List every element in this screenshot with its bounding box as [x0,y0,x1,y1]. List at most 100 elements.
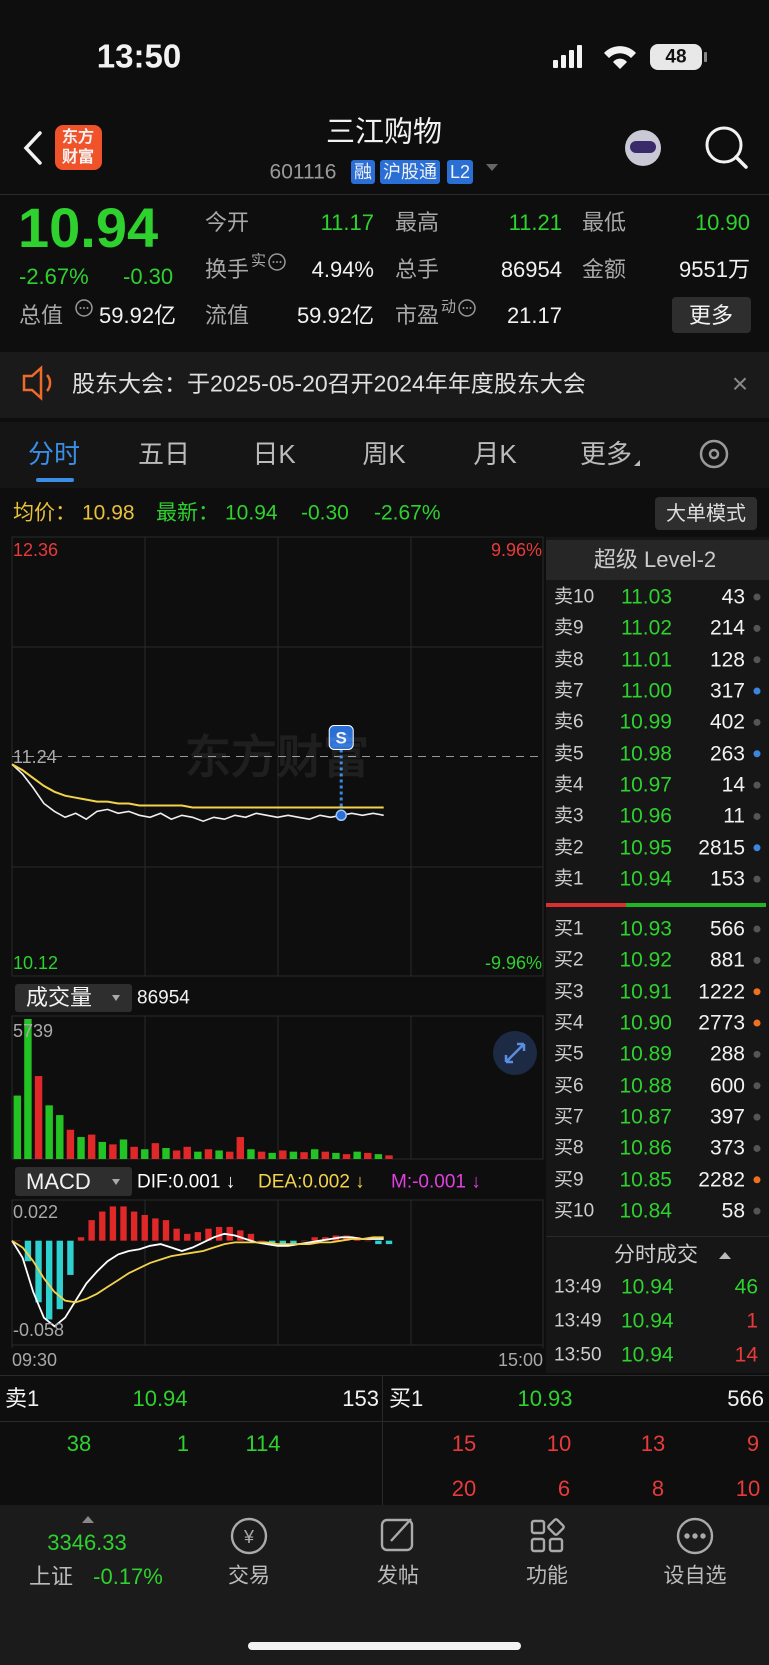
tab[interactable]: 月K [473,439,517,469]
book-price: 10.84 [619,1199,672,1223]
nav-item[interactable]: 功能 [526,1564,568,1588]
battery [650,44,702,70]
watchlist-icon[interactable] [676,1517,714,1555]
index-value[interactable]: 3346.33 [47,1530,127,1555]
big-order-label[interactable]: 大单模式 [666,503,746,525]
tab[interactable]: 更多 [579,439,633,469]
volume-bar [332,1152,340,1159]
dropdown-arrow[interactable] [486,164,498,171]
battery-tip [704,52,707,62]
big-order-button[interactable] [655,497,757,530]
volume-bar [183,1146,191,1159]
index-name[interactable]: 上证 [28,1564,74,1589]
trade-icon[interactable] [230,1517,268,1555]
legend-entry: DIF:0.001 ↓ [137,1171,236,1193]
stock-tag: L2 [447,160,474,184]
logo-text: 财富 [61,149,95,166]
back-button[interactable] [23,131,42,165]
book-label: 买1 [554,918,584,940]
macd-bar [279,1240,286,1245]
y-tick-label: 10.12 [13,953,59,973]
book-price: 11.03 [621,585,672,609]
macd-bar [184,1233,191,1241]
macd-bar [247,1233,255,1241]
macd-bar [109,1206,117,1241]
book-label: 卖10 [554,586,595,608]
volume-bar [342,1154,351,1159]
notice-close[interactable]: × [731,368,749,399]
func-icon[interactable] [530,1519,546,1535]
book-price: 10.96 [619,804,672,828]
nav-item[interactable]: 发帖 [377,1564,419,1588]
battery-level: 48 [665,46,687,68]
book-label: 买5 [554,1043,584,1065]
book-volume: 214 [709,616,745,640]
macd-bar [364,1240,371,1242]
stat-value: 86954 [500,257,562,282]
macd-dropdown[interactable] [15,1167,132,1196]
tab[interactable]: 周K [362,439,406,469]
book-volume: 263 [709,742,745,766]
book-label: 卖6 [554,711,584,733]
book-label: 买6 [554,1075,584,1097]
price-line [11,763,384,823]
order-book-panel [546,537,769,1373]
dropdown-arrow [112,995,120,1001]
tick-volume: 10 [735,1476,761,1501]
index-change[interactable]: -0.17% [93,1564,163,1589]
stat-label: 换手 [205,257,250,282]
volume-dropdown[interactable] [15,984,132,1012]
macd-label[interactable]: MACD [26,1169,91,1194]
book-dot [753,1113,761,1121]
book-price: 10.94 [619,867,672,891]
nav-item[interactable]: 设自选 [663,1564,727,1588]
book-volume: 14 [721,773,745,797]
trades-toggle[interactable] [719,1252,731,1259]
volume-bar [13,1095,22,1159]
stat-value: 11.21 [508,210,562,235]
book-volume: 11 [723,804,745,828]
volume-label[interactable]: 成交量 [26,985,93,1010]
clock: 13:50 [96,37,182,75]
macd-bar [311,1237,318,1241]
notice-text: 股东大会：于2025-05-20召开2024年年度股东大会 [72,370,586,397]
home-indicator [248,1642,521,1650]
book-price: 10.95 [619,836,672,860]
macd-bar [14,1240,21,1242]
stat-label-sup: 实 [251,252,267,270]
divider [382,1375,383,1505]
tab[interactable]: 日K [252,439,296,469]
book-price: 11.00 [621,679,672,703]
nav-item[interactable]: 交易 [228,1564,270,1588]
book-dot [753,750,761,758]
volume-bar [374,1154,383,1159]
search-button[interactable] [705,126,743,164]
more-button-label[interactable]: 更多 [688,303,734,328]
macd-bar [130,1211,138,1241]
book-dot [753,624,761,632]
post-icon[interactable] [380,1518,414,1552]
volume-bar [172,1150,181,1159]
volume-bar [289,1151,298,1159]
y-tick-label: 5739 [13,1021,54,1041]
tick-volume: 9 [746,1431,760,1456]
latest-change: -0.30 [301,501,349,525]
expand-icon [504,1042,526,1064]
trades-title: 分时成交 [614,1243,698,1267]
stock-name: 三江购物 [325,116,443,149]
volume-bar [247,1149,255,1159]
trade-price: 10.94 [621,1309,674,1333]
more-button[interactable] [672,297,751,333]
macd-line [11,1236,384,1304]
tab[interactable]: 五日 [137,439,191,469]
macd-bar [56,1240,63,1310]
book-volume: 43 [721,585,745,609]
settings-button[interactable] [699,439,729,469]
stock-code: 601116 [269,160,337,184]
stock-tag: 融 [351,160,375,184]
settings-core [708,448,720,460]
book-label: 卖7 [554,680,584,702]
tab[interactable]: 分时 [27,439,81,469]
expand-arrow[interactable] [82,1516,94,1523]
